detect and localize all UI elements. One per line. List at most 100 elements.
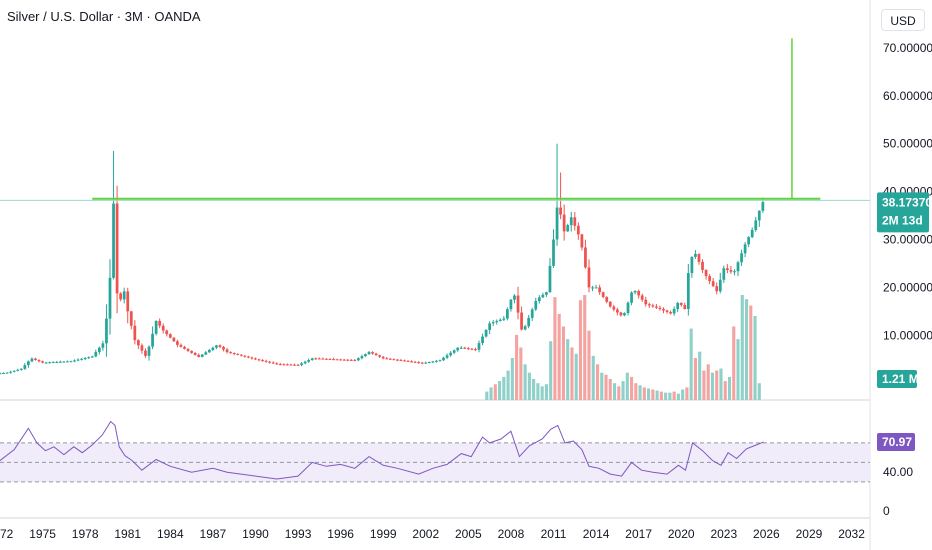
candle-body — [431, 361, 435, 363]
candle-body — [300, 363, 303, 366]
volume-bar — [706, 364, 710, 400]
volume-bar — [647, 388, 651, 400]
candle-body — [615, 309, 619, 313]
candle-body — [396, 359, 399, 361]
candle-body — [569, 217, 573, 226]
candle-body — [725, 268, 729, 270]
candle-body — [2, 372, 5, 374]
candle-body — [534, 301, 538, 310]
volume-bar — [544, 384, 548, 400]
volume-bar — [740, 295, 744, 400]
volume-bar — [587, 330, 591, 400]
candle-body — [115, 203, 119, 294]
candle-body — [328, 358, 332, 360]
candle-body — [612, 306, 616, 310]
candle-body — [342, 359, 346, 361]
candle-body — [58, 361, 62, 363]
candle-body — [463, 347, 467, 349]
candle-body — [9, 371, 13, 373]
candle-body — [222, 346, 225, 350]
volume-bar — [749, 305, 753, 400]
time-axis[interactable]: 1972 1975 1978 1981 1984 1987 1990 1993 1996 1999… — [0, 527, 865, 541]
candle-body — [172, 337, 176, 342]
candle-body — [66, 361, 69, 363]
volume-bar — [685, 387, 689, 400]
candle-body — [282, 364, 286, 366]
candle-body — [73, 360, 76, 362]
candle-body — [523, 326, 527, 330]
candle-body — [669, 311, 672, 314]
volume-bar — [621, 381, 625, 400]
candle-body — [491, 322, 495, 324]
volume-bar — [664, 392, 668, 400]
candle-body — [399, 360, 403, 362]
candle-body — [254, 358, 257, 360]
volume-bar — [612, 383, 617, 400]
candle-body — [332, 359, 335, 361]
candle-body — [211, 347, 215, 350]
candle-body — [122, 291, 126, 300]
volume-bar — [689, 328, 693, 400]
currency-button[interactable]: USD — [881, 9, 925, 31]
candle-body — [264, 360, 268, 362]
candle-body — [704, 269, 708, 277]
price-tick-label: 50.00000 — [883, 137, 932, 151]
volume-bar — [617, 386, 621, 400]
candle-body — [481, 336, 484, 344]
rsi-line — [0, 420, 764, 480]
volume-bar — [485, 391, 489, 400]
candle-body — [672, 308, 676, 314]
candle-body — [80, 358, 83, 360]
candle-body — [371, 352, 374, 354]
candle-body — [608, 301, 612, 307]
candle-body — [747, 237, 751, 245]
candle-body — [207, 349, 211, 353]
time-tick-label: 2014 — [583, 527, 610, 541]
candle-body — [605, 297, 609, 302]
candle-body — [353, 360, 357, 362]
candle-body — [69, 361, 73, 363]
price-axis[interactable]: 70.0000060.0000050.0000040.0000030.00000… — [883, 41, 932, 518]
candle-body — [740, 253, 743, 263]
candle-body — [48, 362, 52, 364]
volume-bar — [655, 390, 659, 400]
candle-body — [349, 359, 353, 361]
price-tick-label: 70.00000 — [883, 41, 932, 55]
last-price-tag — [877, 192, 929, 233]
resistance-drawing[interactable] — [0, 38, 870, 201]
candle-body — [598, 287, 602, 293]
candle-body — [296, 364, 300, 366]
candle-body — [62, 361, 66, 363]
candle-body — [346, 359, 350, 361]
candle-body — [257, 359, 261, 361]
time-tick-label: 2008 — [498, 527, 525, 541]
rsi-tick-label: 40.00 — [883, 465, 913, 479]
candle-body — [736, 262, 740, 272]
candle-body — [420, 362, 424, 364]
volume-value-tag — [877, 370, 917, 388]
volume-bar — [638, 385, 642, 400]
candle-body — [566, 225, 570, 232]
candle-body — [459, 347, 463, 349]
candle-body — [197, 354, 201, 357]
candle-body — [662, 308, 665, 311]
time-tick-label: 2020 — [668, 527, 695, 541]
time-tick-label: 2032 — [838, 527, 865, 541]
last-price-label: 38.17370 — [882, 195, 932, 209]
candle-body — [711, 281, 715, 287]
candle-body — [246, 356, 250, 358]
time-tick-label: 2029 — [796, 527, 823, 541]
candle-body — [335, 359, 339, 361]
candle-body — [34, 358, 37, 360]
candle-body — [55, 361, 59, 363]
candle-body — [655, 306, 658, 308]
time-tick-label: 2005 — [455, 527, 482, 541]
candle-body — [754, 220, 758, 230]
candle-body — [647, 304, 651, 306]
candle-body — [105, 318, 108, 344]
rsi-polyline — [0, 420, 764, 480]
candle-body — [410, 361, 413, 363]
value-tags: 38.17370 2M 13d 1.21 M 70.97 — [877, 192, 932, 451]
volume-bar — [727, 376, 732, 400]
